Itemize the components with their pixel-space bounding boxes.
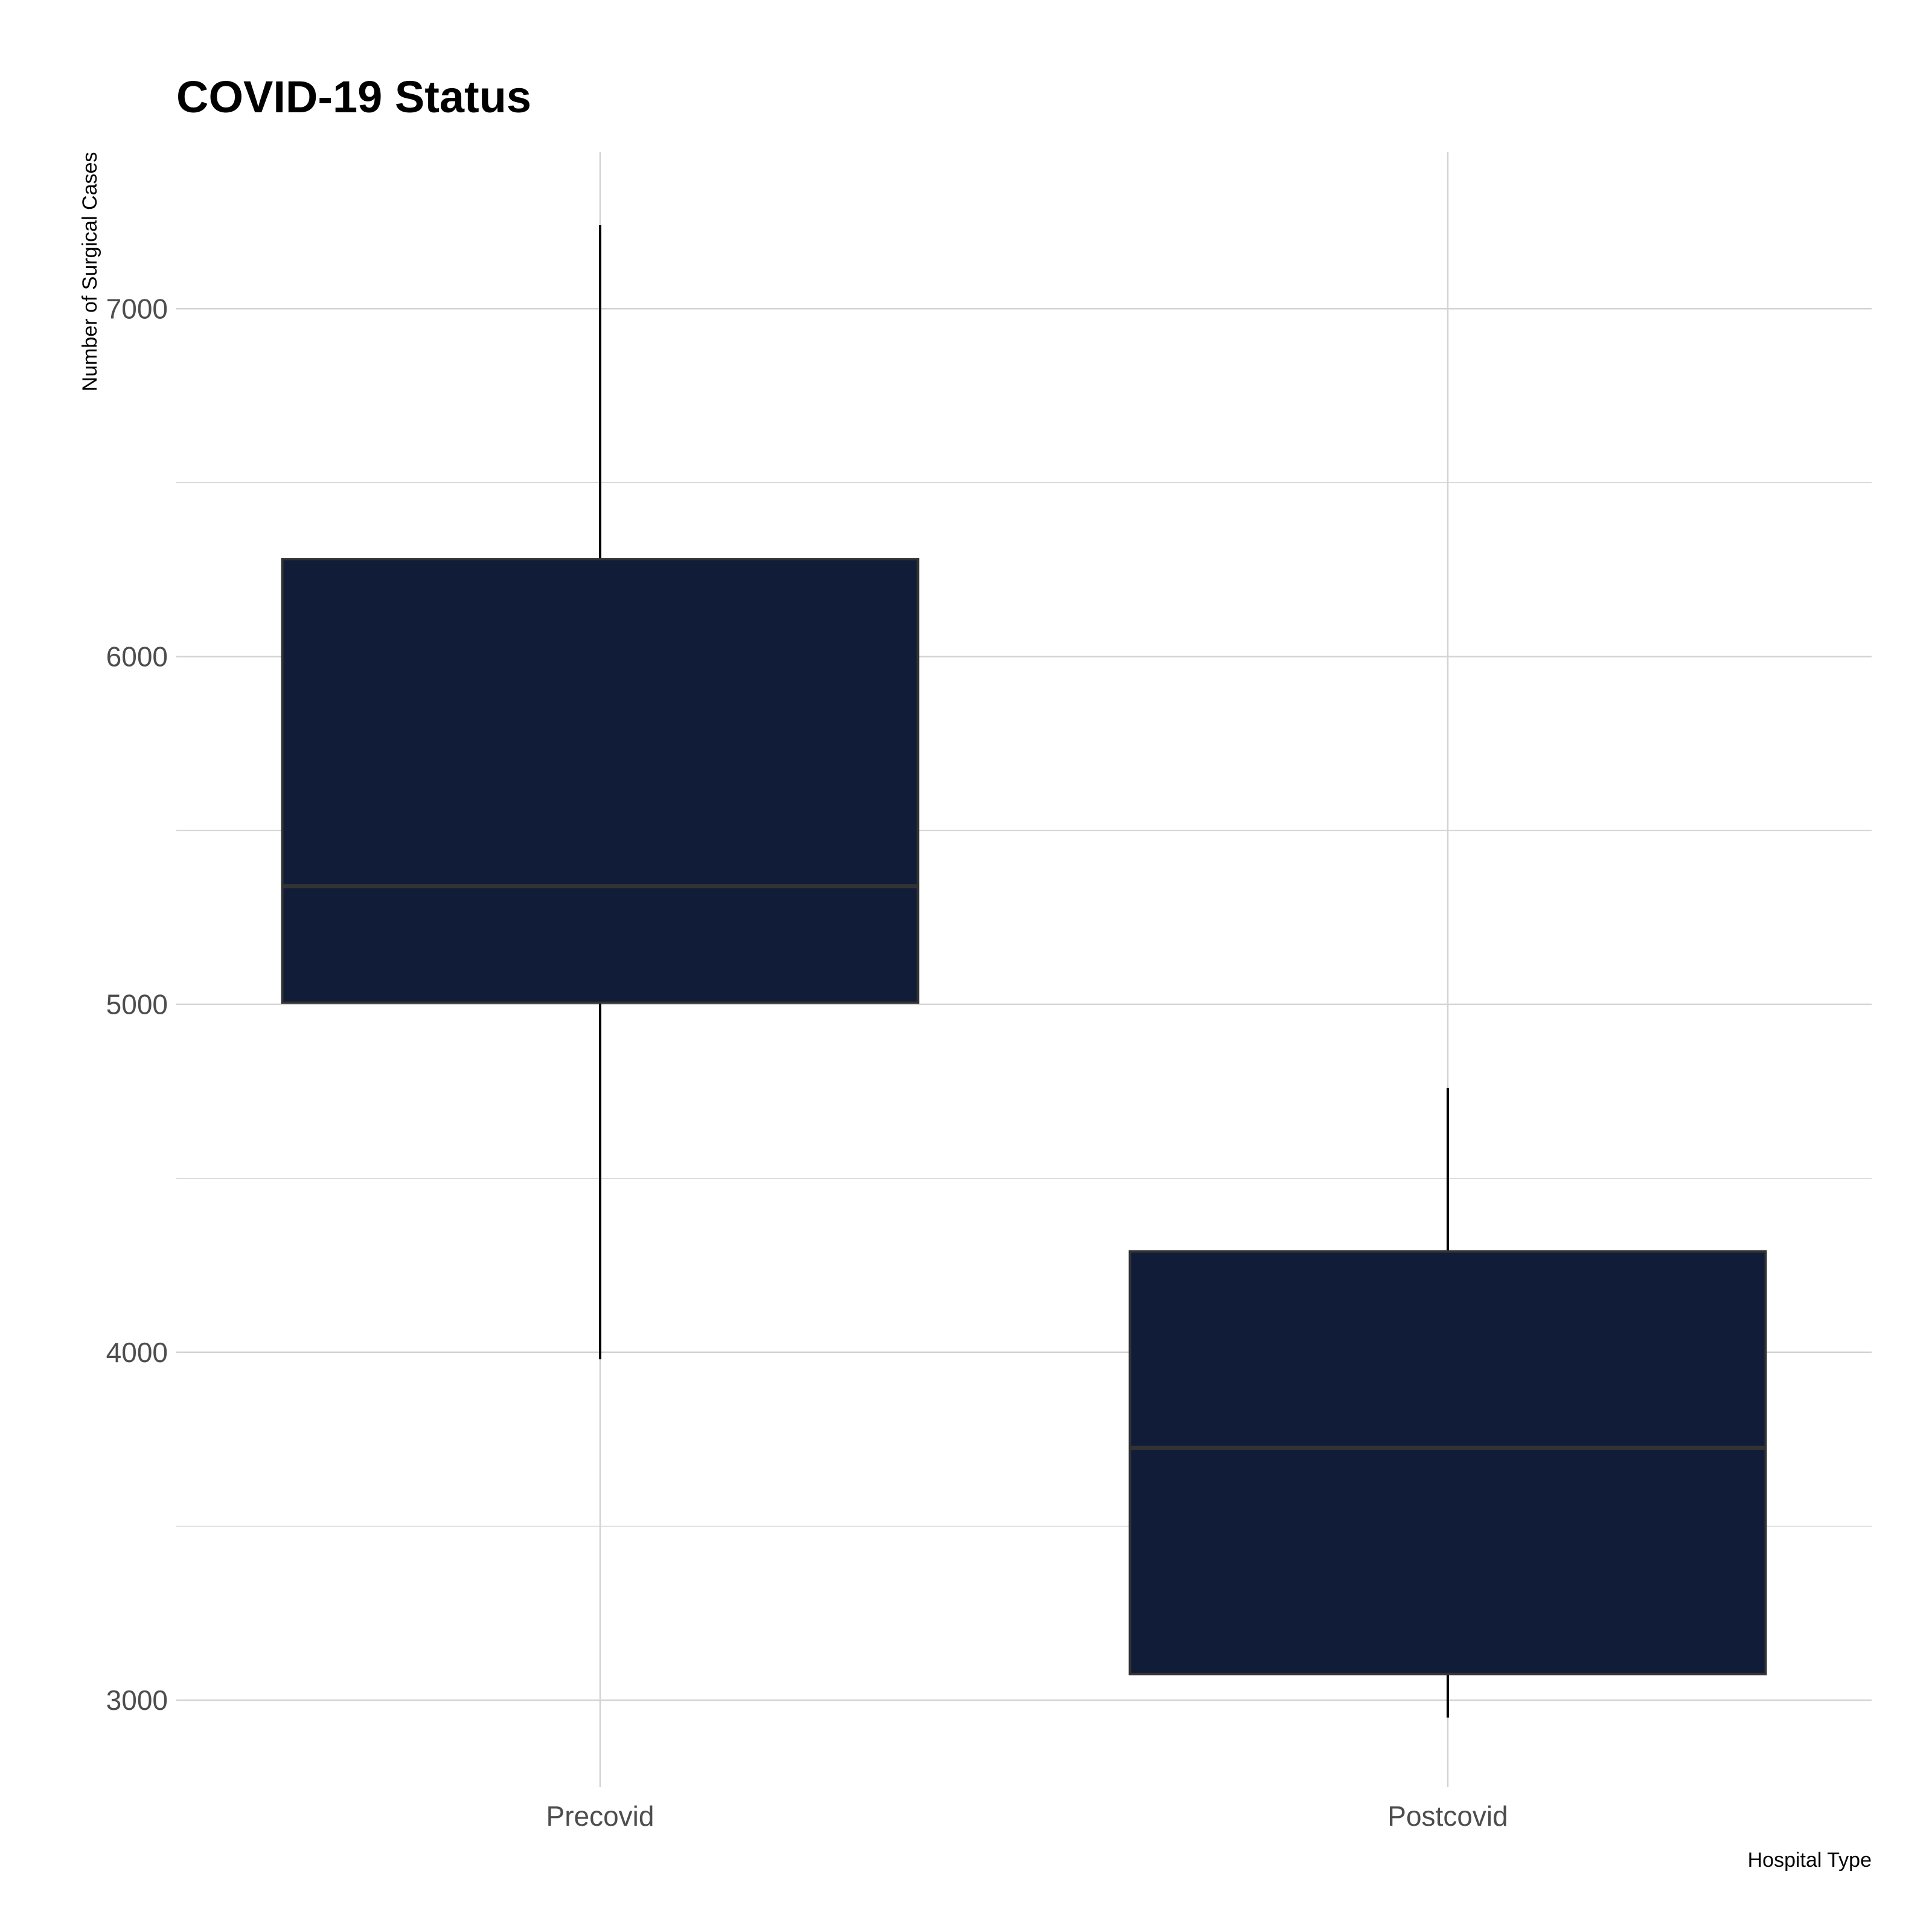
y-tick-label: 7000 — [106, 293, 168, 324]
y-tick-label: 4000 — [106, 1337, 168, 1368]
y-tick-label: 5000 — [106, 989, 168, 1020]
iqr-box — [281, 558, 920, 1004]
iqr-box — [1128, 1250, 1767, 1675]
box-postcovid — [1128, 1087, 1767, 1718]
y-tick-label: 6000 — [106, 641, 168, 672]
y-tick-label: 3000 — [106, 1684, 168, 1716]
x-axis-title: Hospital Type — [1748, 1849, 1872, 1872]
chart-title: COVID-19 Status — [176, 72, 531, 122]
boxes — [281, 225, 1767, 1718]
x-tick-label: Precovid — [546, 1800, 654, 1832]
box-precovid — [281, 225, 920, 1360]
y-axis-title: Number of Surgical Cases — [78, 152, 101, 392]
tick-labels: 3000 4000 5000 6000 7000 Precovid Postcovid — [106, 293, 1508, 1832]
x-tick-label: Postcovid — [1387, 1800, 1508, 1832]
